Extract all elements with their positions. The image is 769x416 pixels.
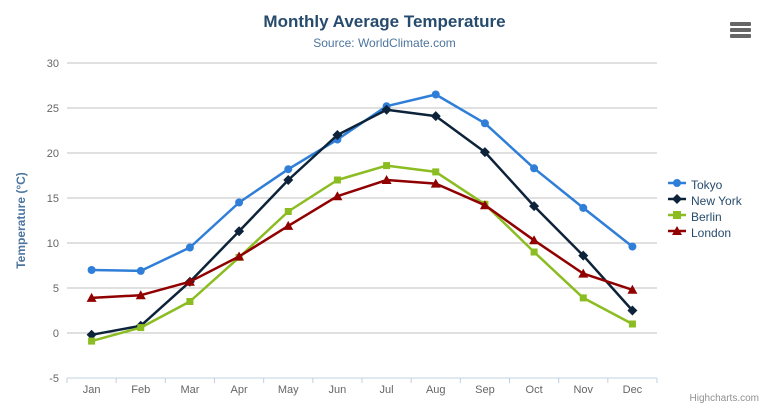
x-axis-label: Jul bbox=[380, 384, 394, 396]
legend-label: New York bbox=[691, 194, 742, 208]
series-new-york[interactable] bbox=[86, 104, 638, 340]
data-point-marker[interactable] bbox=[627, 305, 638, 316]
data-point-marker[interactable] bbox=[529, 235, 540, 245]
legend-marker bbox=[673, 211, 681, 219]
data-point-marker[interactable] bbox=[88, 337, 96, 345]
data-point-marker[interactable] bbox=[137, 324, 145, 332]
data-point-marker[interactable] bbox=[628, 242, 637, 251]
data-point-marker[interactable] bbox=[381, 175, 392, 184]
legend-item-london[interactable]: London bbox=[668, 225, 742, 241]
legend-item-tokyo[interactable]: Tokyo bbox=[668, 177, 742, 193]
data-point-marker[interactable] bbox=[432, 168, 440, 176]
data-point-marker[interactable] bbox=[381, 104, 392, 115]
export-menu-button[interactable] bbox=[728, 21, 754, 41]
credits-link[interactable]: Highcharts.com bbox=[689, 393, 759, 404]
diamond-legend-icon bbox=[668, 192, 686, 210]
x-axis-label: Oct bbox=[526, 384, 543, 396]
data-point-marker[interactable] bbox=[430, 178, 441, 188]
data-point-marker[interactable] bbox=[383, 162, 391, 170]
x-axis-label: Apr bbox=[231, 384, 248, 396]
data-point-marker[interactable] bbox=[579, 294, 587, 302]
y-axis-label: -5 bbox=[49, 373, 59, 385]
y-axis-title: Temperature (°C) bbox=[14, 172, 28, 269]
data-point-marker[interactable] bbox=[284, 165, 293, 174]
legend-marker bbox=[673, 179, 681, 187]
y-axis-label: 0 bbox=[53, 328, 59, 340]
data-point-marker[interactable] bbox=[530, 248, 538, 256]
x-axis-label: Jan bbox=[83, 384, 101, 396]
data-point-marker[interactable] bbox=[529, 201, 540, 212]
legend-label: London bbox=[691, 226, 732, 240]
square-legend-icon bbox=[668, 208, 686, 226]
data-point-marker[interactable] bbox=[283, 220, 294, 230]
data-point-marker[interactable] bbox=[135, 290, 146, 300]
hamburger-menu-icon bbox=[730, 22, 752, 38]
x-axis-label: Dec bbox=[623, 384, 643, 396]
data-point-marker[interactable] bbox=[184, 276, 195, 286]
triangle-legend-icon bbox=[668, 224, 686, 242]
data-point-marker[interactable] bbox=[628, 320, 636, 328]
data-point-marker[interactable] bbox=[431, 90, 440, 99]
data-point-marker[interactable] bbox=[234, 251, 245, 261]
data-point-marker[interactable] bbox=[479, 200, 490, 210]
data-point-marker[interactable] bbox=[430, 111, 441, 122]
data-point-marker[interactable] bbox=[234, 226, 245, 237]
data-point-marker[interactable] bbox=[186, 298, 194, 305]
y-axis-label: 5 bbox=[53, 283, 59, 295]
series-line-london[interactable] bbox=[90, 178, 634, 300]
data-point-marker[interactable] bbox=[136, 266, 145, 275]
x-axis-label: Jun bbox=[329, 384, 347, 396]
legend-marker bbox=[672, 226, 682, 235]
series-line-new-york[interactable] bbox=[90, 108, 634, 337]
legend-item-new-york[interactable]: New York bbox=[668, 193, 742, 209]
chart-subtitle: Source: WorldClimate.com bbox=[313, 36, 456, 50]
series-line-berlin[interactable] bbox=[90, 164, 634, 343]
data-point-marker[interactable] bbox=[235, 198, 244, 207]
series-tokyo[interactable] bbox=[87, 90, 637, 275]
x-axis-label: Feb bbox=[131, 384, 150, 396]
chart-title: Monthly Average Temperature bbox=[263, 12, 506, 31]
data-point-marker[interactable] bbox=[479, 147, 490, 158]
data-point-marker[interactable] bbox=[530, 164, 539, 173]
data-point-marker[interactable] bbox=[627, 284, 638, 294]
legend: Tokyo New York Berlin London bbox=[668, 177, 742, 241]
data-point-marker[interactable] bbox=[480, 119, 489, 128]
data-point-marker[interactable] bbox=[578, 268, 589, 278]
x-axis-label: Nov bbox=[573, 384, 593, 396]
x-axis-label: Sep bbox=[475, 384, 495, 396]
data-point-marker[interactable] bbox=[284, 208, 292, 215]
y-axis-label: 20 bbox=[47, 148, 59, 160]
data-point-marker[interactable] bbox=[283, 175, 294, 185]
circle-legend-icon bbox=[668, 176, 686, 194]
x-axis-label: Aug bbox=[426, 384, 446, 396]
data-point-marker[interactable] bbox=[333, 176, 341, 184]
data-point-marker[interactable] bbox=[578, 250, 589, 261]
data-point-marker[interactable] bbox=[87, 266, 96, 274]
data-point-marker[interactable] bbox=[579, 203, 588, 212]
data-point-marker[interactable] bbox=[332, 191, 343, 201]
y-axis-label: 10 bbox=[47, 238, 59, 250]
data-point-marker[interactable] bbox=[185, 243, 194, 252]
data-point-marker[interactable] bbox=[86, 292, 97, 302]
y-axis-label: 25 bbox=[47, 103, 59, 115]
series-line-tokyo[interactable] bbox=[90, 93, 634, 273]
y-axis-label: 30 bbox=[47, 58, 59, 70]
data-point-marker[interactable] bbox=[86, 329, 97, 340]
legend-item-berlin[interactable]: Berlin bbox=[668, 209, 742, 225]
legend-label: Berlin bbox=[691, 210, 722, 224]
data-point-marker[interactable] bbox=[332, 130, 343, 140]
x-axis-label: Mar bbox=[180, 384, 199, 396]
y-axis-label: 15 bbox=[47, 193, 59, 205]
legend-label: Tokyo bbox=[691, 178, 723, 192]
x-axis-label: May bbox=[278, 384, 299, 396]
legend-marker bbox=[672, 194, 682, 204]
series-london[interactable] bbox=[86, 175, 638, 302]
